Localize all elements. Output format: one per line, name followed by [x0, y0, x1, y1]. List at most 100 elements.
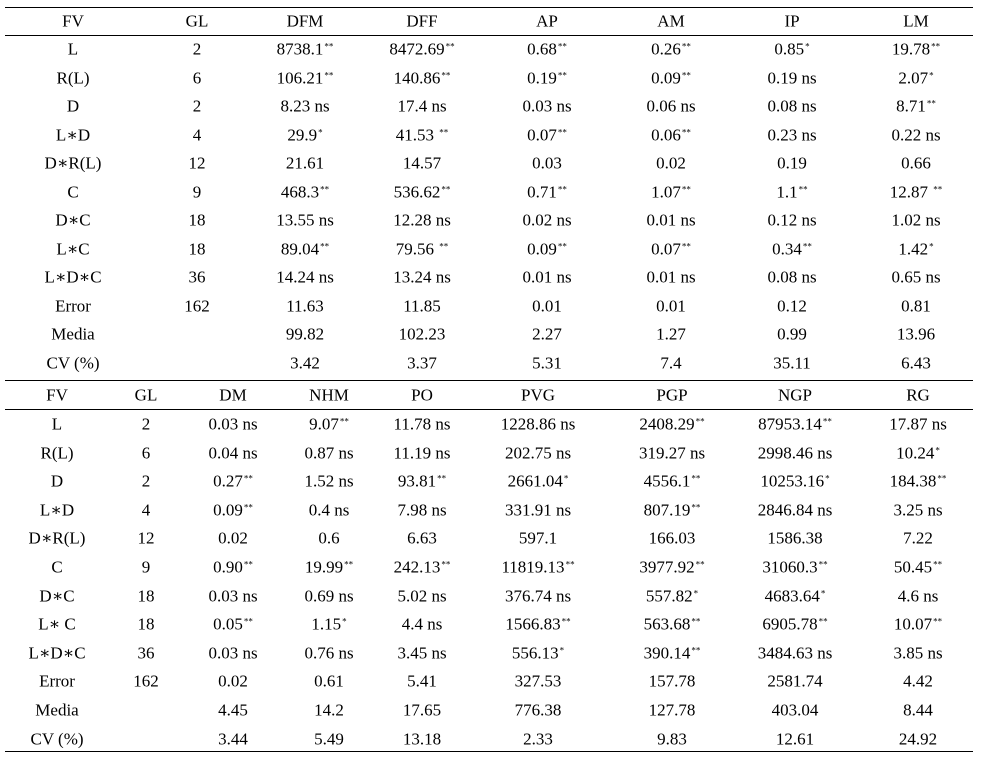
table-cell: 556.13*	[511, 643, 565, 663]
row-label: Error	[55, 296, 91, 315]
table-cell: 0.01 ns	[646, 267, 696, 287]
row-label: R(L)	[40, 443, 74, 463]
row-label: L∗D	[39, 500, 75, 520]
table-cell: 1.52 ns	[304, 471, 354, 491]
table-cell: 24.92	[898, 729, 938, 749]
table-cell: 0.01 ns	[646, 210, 696, 230]
table-cell: 50.45**	[893, 557, 943, 577]
table-cell: 14.57	[402, 153, 442, 173]
table-cell: 1.07**	[651, 182, 691, 201]
table-cell: 21.61	[285, 153, 325, 173]
table-rule	[5, 7, 973, 8]
table-cell: 2.33	[523, 729, 553, 749]
table-cell: 0.07**	[527, 125, 567, 144]
row-label: R(L)	[56, 68, 90, 87]
table-cell: 0.4 ns	[308, 500, 350, 520]
table-cell: 9.07**	[309, 414, 349, 434]
table-cell: 7.98 ns	[397, 500, 447, 520]
table-cell: 18	[137, 586, 155, 606]
table-cell: 9	[192, 182, 202, 201]
table-cell: 0.22 ns	[891, 125, 941, 144]
table-cell: 18	[137, 614, 155, 634]
row-label: CV (%)	[46, 353, 100, 372]
table-cell: 1.15*	[311, 614, 347, 634]
table-cell: 13.18	[402, 729, 442, 749]
table-cell: 376.74 ns	[504, 586, 572, 606]
row-label: D∗C	[39, 586, 75, 606]
table-cell: 79.56 **	[395, 239, 449, 258]
table-cell: 0.12	[777, 296, 807, 315]
table-cell: 31060.3**	[762, 557, 828, 577]
table-cell: 166.03	[648, 528, 696, 548]
table-cell: 19.99**	[304, 557, 354, 577]
table-cell: 0.03 ns	[208, 414, 258, 434]
table-cell: 0.02	[218, 528, 248, 548]
table-cell: 8.44	[903, 700, 933, 720]
table-cell: 12	[188, 153, 206, 173]
table-cell: 2	[192, 96, 202, 116]
table-cell: 4	[192, 125, 202, 144]
table-cell: 102.23	[398, 324, 446, 344]
column-header: NHM	[309, 385, 349, 405]
table-cell: 1228.86 ns	[500, 414, 576, 434]
table-cell: 0.08 ns	[767, 267, 817, 287]
table-cell: 4	[141, 500, 151, 520]
table-cell: 13.24 ns	[393, 267, 451, 287]
row-label: L∗D∗C	[28, 643, 86, 663]
table-cell: 5.02 ns	[397, 586, 447, 606]
table-cell: 2846.84 ns	[757, 500, 833, 520]
row-label: L∗D	[55, 125, 91, 144]
table-cell: 0.02 ns	[522, 210, 572, 230]
table-cell: 10.24*	[896, 443, 940, 463]
table-cell: 776.38	[514, 700, 562, 720]
table-cell: 4556.1**	[643, 471, 701, 491]
table-cell: 0.26**	[651, 39, 691, 59]
table-cell: 4.42	[903, 671, 933, 691]
table-cell: 403.04	[771, 700, 819, 720]
table-cell: 17.87 ns	[889, 414, 947, 434]
table-cell: 0.90**	[213, 557, 253, 577]
table-cell: 17.65	[402, 700, 442, 720]
table-cell: 0.61	[314, 671, 344, 691]
table-cell: 807.19**	[643, 500, 701, 520]
table-cell: 4683.64*	[764, 586, 826, 606]
row-label: Media	[35, 700, 79, 720]
column-header: GL	[134, 385, 158, 405]
row-label: L∗C	[56, 239, 90, 258]
table-cell: 1.02 ns	[891, 210, 941, 230]
table-cell: 18	[188, 239, 206, 258]
table-cell: 12	[137, 528, 155, 548]
table-cell: 9.83	[657, 729, 687, 749]
column-header: PO	[411, 385, 433, 405]
table-cell: 0.01 ns	[522, 267, 572, 287]
table-cell: 0.87 ns	[304, 443, 354, 463]
table-cell: 0.03 ns	[208, 643, 258, 663]
table-cell: 0.05**	[213, 614, 253, 634]
table-cell: 6	[192, 68, 202, 87]
table-cell: 13.96	[896, 324, 936, 344]
table-cell: 9	[141, 557, 151, 577]
column-header: IP	[784, 11, 800, 31]
column-header: PVG	[520, 385, 556, 405]
table-cell: 0.03	[532, 153, 562, 173]
table-cell: 8472.69**	[389, 39, 455, 59]
table-cell: 3.37	[407, 353, 437, 372]
column-header: DFM	[286, 11, 324, 31]
table-cell: 8738.1**	[276, 39, 334, 59]
table-cell: 18	[188, 210, 206, 230]
table-cell: 3.45 ns	[397, 643, 447, 663]
table-cell: 0.6	[318, 528, 340, 548]
table-cell: 0.76 ns	[304, 643, 354, 663]
table-cell: 0.19**	[527, 68, 567, 87]
table-cell: 2.27	[532, 324, 562, 344]
table-cell: 2.07*	[898, 68, 934, 87]
table-cell: 3977.92**	[639, 557, 705, 577]
table-cell: 184.38**	[889, 471, 947, 491]
row-label: L∗ C	[38, 614, 76, 634]
table-cell: 2408.29**	[639, 414, 705, 434]
table-cell: 597.1	[518, 528, 558, 548]
table-cell: 0.66	[901, 153, 931, 173]
row-label: L	[51, 414, 63, 434]
row-label: C	[51, 557, 63, 577]
